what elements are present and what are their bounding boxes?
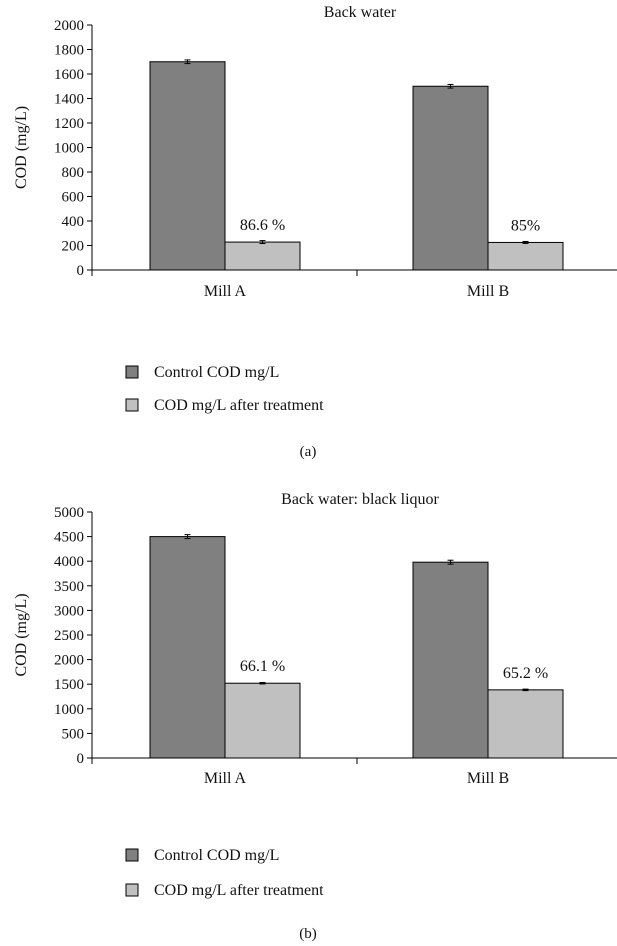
x-tick-label: Mill B xyxy=(467,283,509,300)
y-tick-label: 3500 xyxy=(54,579,84,595)
legend-item: Control COD mg/L xyxy=(125,364,279,381)
treated-bar xyxy=(487,241,564,271)
chart-panel-a: Back water COD (mg/L) 0 200 400 600 800 1000 120… xyxy=(13,4,617,460)
chart-title: Back water xyxy=(324,4,397,21)
reduction-annotation: 66.1 % xyxy=(240,658,285,675)
y-tick-label: 1500 xyxy=(54,677,84,693)
panel-caption: (b) xyxy=(299,926,317,942)
x-tick-label: Mill B xyxy=(467,770,509,787)
error-bar xyxy=(447,83,454,89)
error-bar xyxy=(522,688,529,692)
y-tick-label: 1600 xyxy=(54,67,84,83)
treated-bar xyxy=(224,682,301,759)
y-tick-label: 2000 xyxy=(54,653,84,669)
legend-item: Control COD mg/L xyxy=(125,847,279,864)
treated-bar xyxy=(487,689,564,759)
error-bar xyxy=(259,681,266,685)
reduction-annotation: 85% xyxy=(511,217,540,234)
legend-label: Control COD mg/L xyxy=(154,847,279,864)
y-tick-label: 1200 xyxy=(54,116,84,132)
legend-swatch xyxy=(125,398,139,412)
legend-item: COD mg/L after treatment xyxy=(125,397,324,414)
y-tick-label: 800 xyxy=(62,165,85,181)
panel-caption: (a) xyxy=(300,444,317,460)
y-tick-label: 400 xyxy=(62,214,85,230)
error-bar xyxy=(184,59,191,65)
reduction-annotation: 86.6 % xyxy=(240,217,285,234)
legend-label: COD mg/L after treatment xyxy=(154,882,324,899)
y-tick-label: 0 xyxy=(77,263,85,279)
y-tick-label: 5000 xyxy=(54,505,84,521)
y-tick-label: 2000 xyxy=(54,18,84,34)
legend-swatch xyxy=(125,365,139,379)
control-bar xyxy=(149,61,226,271)
treated-bar xyxy=(224,241,301,271)
y-axis-label: COD (mg/L) xyxy=(13,593,30,676)
y-tick-label: 600 xyxy=(62,190,85,206)
control-bar xyxy=(412,561,489,759)
y-tick-label: 1000 xyxy=(54,141,84,157)
legend-swatch xyxy=(125,883,139,897)
x-tick-label: Mill A xyxy=(204,283,247,300)
reduction-annotation: 65.2 % xyxy=(503,665,548,682)
y-tick-label: 4000 xyxy=(54,554,84,570)
y-axis-label: COD (mg/L) xyxy=(13,106,30,189)
error-bar xyxy=(447,559,454,565)
control-bar xyxy=(149,536,226,759)
y-tick-label: 2500 xyxy=(54,628,84,644)
error-bar xyxy=(184,534,191,540)
chart-panel-b: Back water: black liquor COD (mg/L) 0 500 10… xyxy=(13,491,617,942)
legend-label: Control COD mg/L xyxy=(154,364,279,381)
error-bar xyxy=(522,240,529,244)
y-tick-label: 500 xyxy=(62,726,85,742)
legend-swatch xyxy=(125,848,139,862)
y-tick-label: 1000 xyxy=(54,702,84,718)
y-tick-label: 0 xyxy=(77,751,85,767)
y-tick-label: 1400 xyxy=(54,92,84,108)
error-bar xyxy=(259,240,266,245)
x-tick-label: Mill A xyxy=(204,770,247,787)
y-tick-label: 3000 xyxy=(54,603,84,619)
y-tick-label: 200 xyxy=(62,239,85,255)
legend-label: COD mg/L after treatment xyxy=(154,397,324,414)
y-tick-label: 1800 xyxy=(54,43,84,59)
legend-item: COD mg/L after treatment xyxy=(125,882,324,899)
y-tick-label: 4500 xyxy=(54,530,84,546)
chart-title: Back water: black liquor xyxy=(281,491,439,508)
control-bar xyxy=(412,85,489,271)
